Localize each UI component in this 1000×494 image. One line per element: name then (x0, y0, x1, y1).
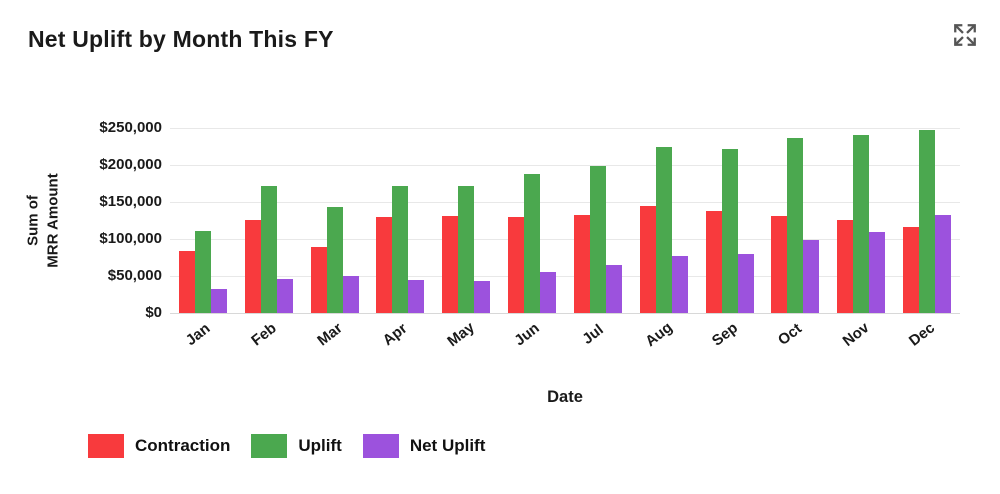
bar-uplift-aug[interactable] (655, 146, 672, 313)
legend-label: Uplift (298, 436, 342, 455)
bar-group-jan (178, 128, 227, 313)
bar-uplift-jan[interactable] (194, 230, 211, 313)
gridline (170, 127, 960, 129)
bar-group-mar (310, 128, 359, 313)
bar-net-uplift-may[interactable] (474, 281, 491, 313)
bar-group-jun (508, 128, 557, 313)
bar-uplift-dec[interactable] (919, 130, 936, 313)
y-axis-tick-labels: $0 $50,000 $100,000 $150,000 $200,000 $250,00… (0, 119, 162, 321)
gridline (170, 201, 960, 203)
bar-group-nov (837, 128, 886, 313)
x-tick-label-feb: Feb (248, 319, 280, 350)
bar-contraction-may[interactable] (442, 216, 459, 313)
bar-contraction-oct[interactable] (771, 216, 788, 313)
bar-uplift-jun[interactable] (524, 173, 541, 313)
bar-uplift-oct[interactable] (787, 138, 804, 313)
legend: Contraction Uplift Net Uplift (88, 434, 485, 458)
bar-uplift-feb[interactable] (260, 185, 277, 313)
bar-contraction-feb[interactable] (244, 219, 261, 313)
x-tick-label-apr: Apr (379, 319, 411, 350)
bar-group-feb (244, 128, 293, 313)
bar-net-uplift-mar[interactable] (342, 276, 359, 313)
bar-group-dec (903, 128, 952, 313)
y-tick-label: $100,000 (99, 229, 162, 247)
x-tick-label-dec: Dec (905, 319, 939, 350)
bar-net-uplift-aug[interactable] (671, 256, 688, 313)
bar-net-uplift-dec[interactable] (935, 215, 952, 313)
bar-net-uplift-sep[interactable] (737, 253, 754, 313)
legend-swatch-net-uplift (362, 434, 399, 458)
bar-contraction-jan[interactable] (178, 250, 195, 313)
bar-group-sep (705, 128, 754, 313)
bar-net-uplift-jul[interactable] (605, 264, 622, 313)
gridline (170, 164, 960, 166)
bar-group-aug (639, 128, 688, 313)
bar-contraction-mar[interactable] (310, 247, 327, 313)
x-tick-label-nov: Nov (839, 319, 873, 350)
bar-uplift-nov[interactable] (853, 134, 870, 313)
x-tick-label-jul: Jul (579, 321, 607, 348)
bar-net-uplift-apr[interactable] (408, 279, 425, 313)
y-tick-label: $150,000 (99, 192, 162, 210)
bar-group-apr (376, 128, 425, 313)
bar-group-may (442, 128, 491, 313)
bar-contraction-jun[interactable] (508, 216, 525, 313)
y-tick-label: $0 (145, 303, 162, 321)
legend-label: Net Uplift (409, 436, 486, 455)
bar-uplift-jul[interactable] (589, 165, 606, 313)
zero-gridline (170, 312, 960, 314)
bar-uplift-may[interactable] (458, 185, 475, 313)
legend-item-net-uplift[interactable]: Net Uplift (362, 434, 486, 458)
bar-contraction-sep[interactable] (705, 210, 722, 313)
gridline (170, 238, 960, 240)
bar-net-uplift-feb[interactable] (276, 278, 293, 313)
x-axis-title: Date (547, 388, 583, 406)
legend-label: Contraction (135, 436, 231, 455)
bar-net-uplift-jun[interactable] (540, 271, 557, 313)
y-tick-label: $250,000 (99, 118, 162, 136)
plot-area (170, 127, 960, 314)
bar-group-jul (573, 128, 622, 313)
bar-contraction-jul[interactable] (573, 215, 590, 313)
x-tick-label-jun: Jun (511, 319, 543, 350)
gridline (170, 275, 960, 277)
x-tick-label-sep: Sep (708, 319, 741, 350)
chart-title: Net Uplift by Month This FY (28, 26, 334, 52)
bar-group-oct (771, 128, 820, 313)
bar-uplift-sep[interactable] (721, 149, 738, 313)
x-tick-label-oct: Oct (775, 320, 806, 349)
bar-contraction-nov[interactable] (837, 219, 854, 313)
bar-uplift-mar[interactable] (326, 207, 343, 313)
bar-contraction-aug[interactable] (639, 206, 656, 313)
bar-net-uplift-jan[interactable] (210, 289, 227, 313)
legend-item-contraction[interactable]: Contraction (88, 434, 230, 458)
x-tick-label-jan: Jan (182, 319, 214, 350)
legend-item-uplift[interactable]: Uplift (251, 434, 342, 458)
legend-swatch-uplift (251, 434, 288, 458)
x-tick-label-may: May (444, 318, 478, 351)
bar-net-uplift-oct[interactable] (803, 240, 820, 313)
legend-swatch-contraction (88, 434, 124, 458)
y-tick-label: $50,000 (107, 266, 162, 284)
expand-icon (954, 24, 976, 46)
x-tick-label-mar: Mar (313, 319, 346, 350)
bar-contraction-apr[interactable] (376, 216, 393, 313)
bar-net-uplift-nov[interactable] (869, 231, 886, 313)
bar-uplift-apr[interactable] (392, 185, 409, 313)
expand-button[interactable] (950, 20, 980, 50)
y-tick-label: $200,000 (99, 155, 162, 173)
x-axis-tick-labels: Jan Feb Mar Apr May Jun Jul Aug Sep Oct Nov Dec (170, 313, 960, 363)
bar-contraction-dec[interactable] (903, 227, 920, 313)
x-tick-label-aug: Aug (642, 318, 676, 351)
